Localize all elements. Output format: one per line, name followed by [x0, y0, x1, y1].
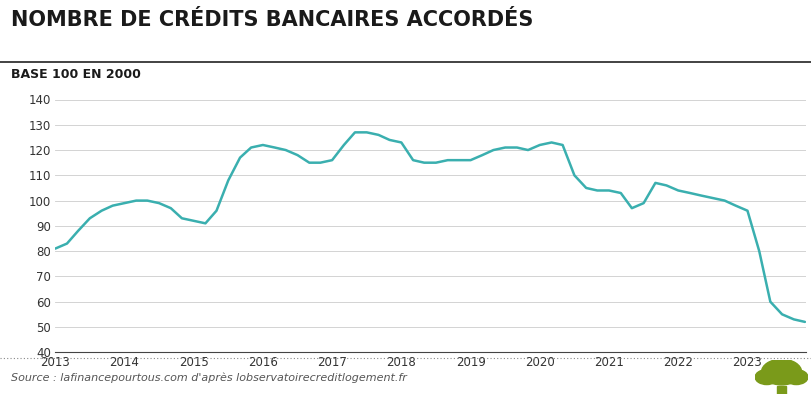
Circle shape — [783, 370, 807, 384]
Bar — [776, 386, 785, 394]
Text: NOMBRE DE CRÉDITS BANCAIRES ACCORDÉS: NOMBRE DE CRÉDITS BANCAIRES ACCORDÉS — [11, 10, 532, 30]
Text: BASE 100 EN 2000: BASE 100 EN 2000 — [11, 68, 140, 81]
Circle shape — [761, 359, 800, 385]
Circle shape — [754, 370, 778, 384]
Text: Source : lafinancepourtous.com d'après lobservatoirecreditlogement.fr: Source : lafinancepourtous.com d'après l… — [11, 372, 406, 382]
Circle shape — [770, 359, 792, 372]
